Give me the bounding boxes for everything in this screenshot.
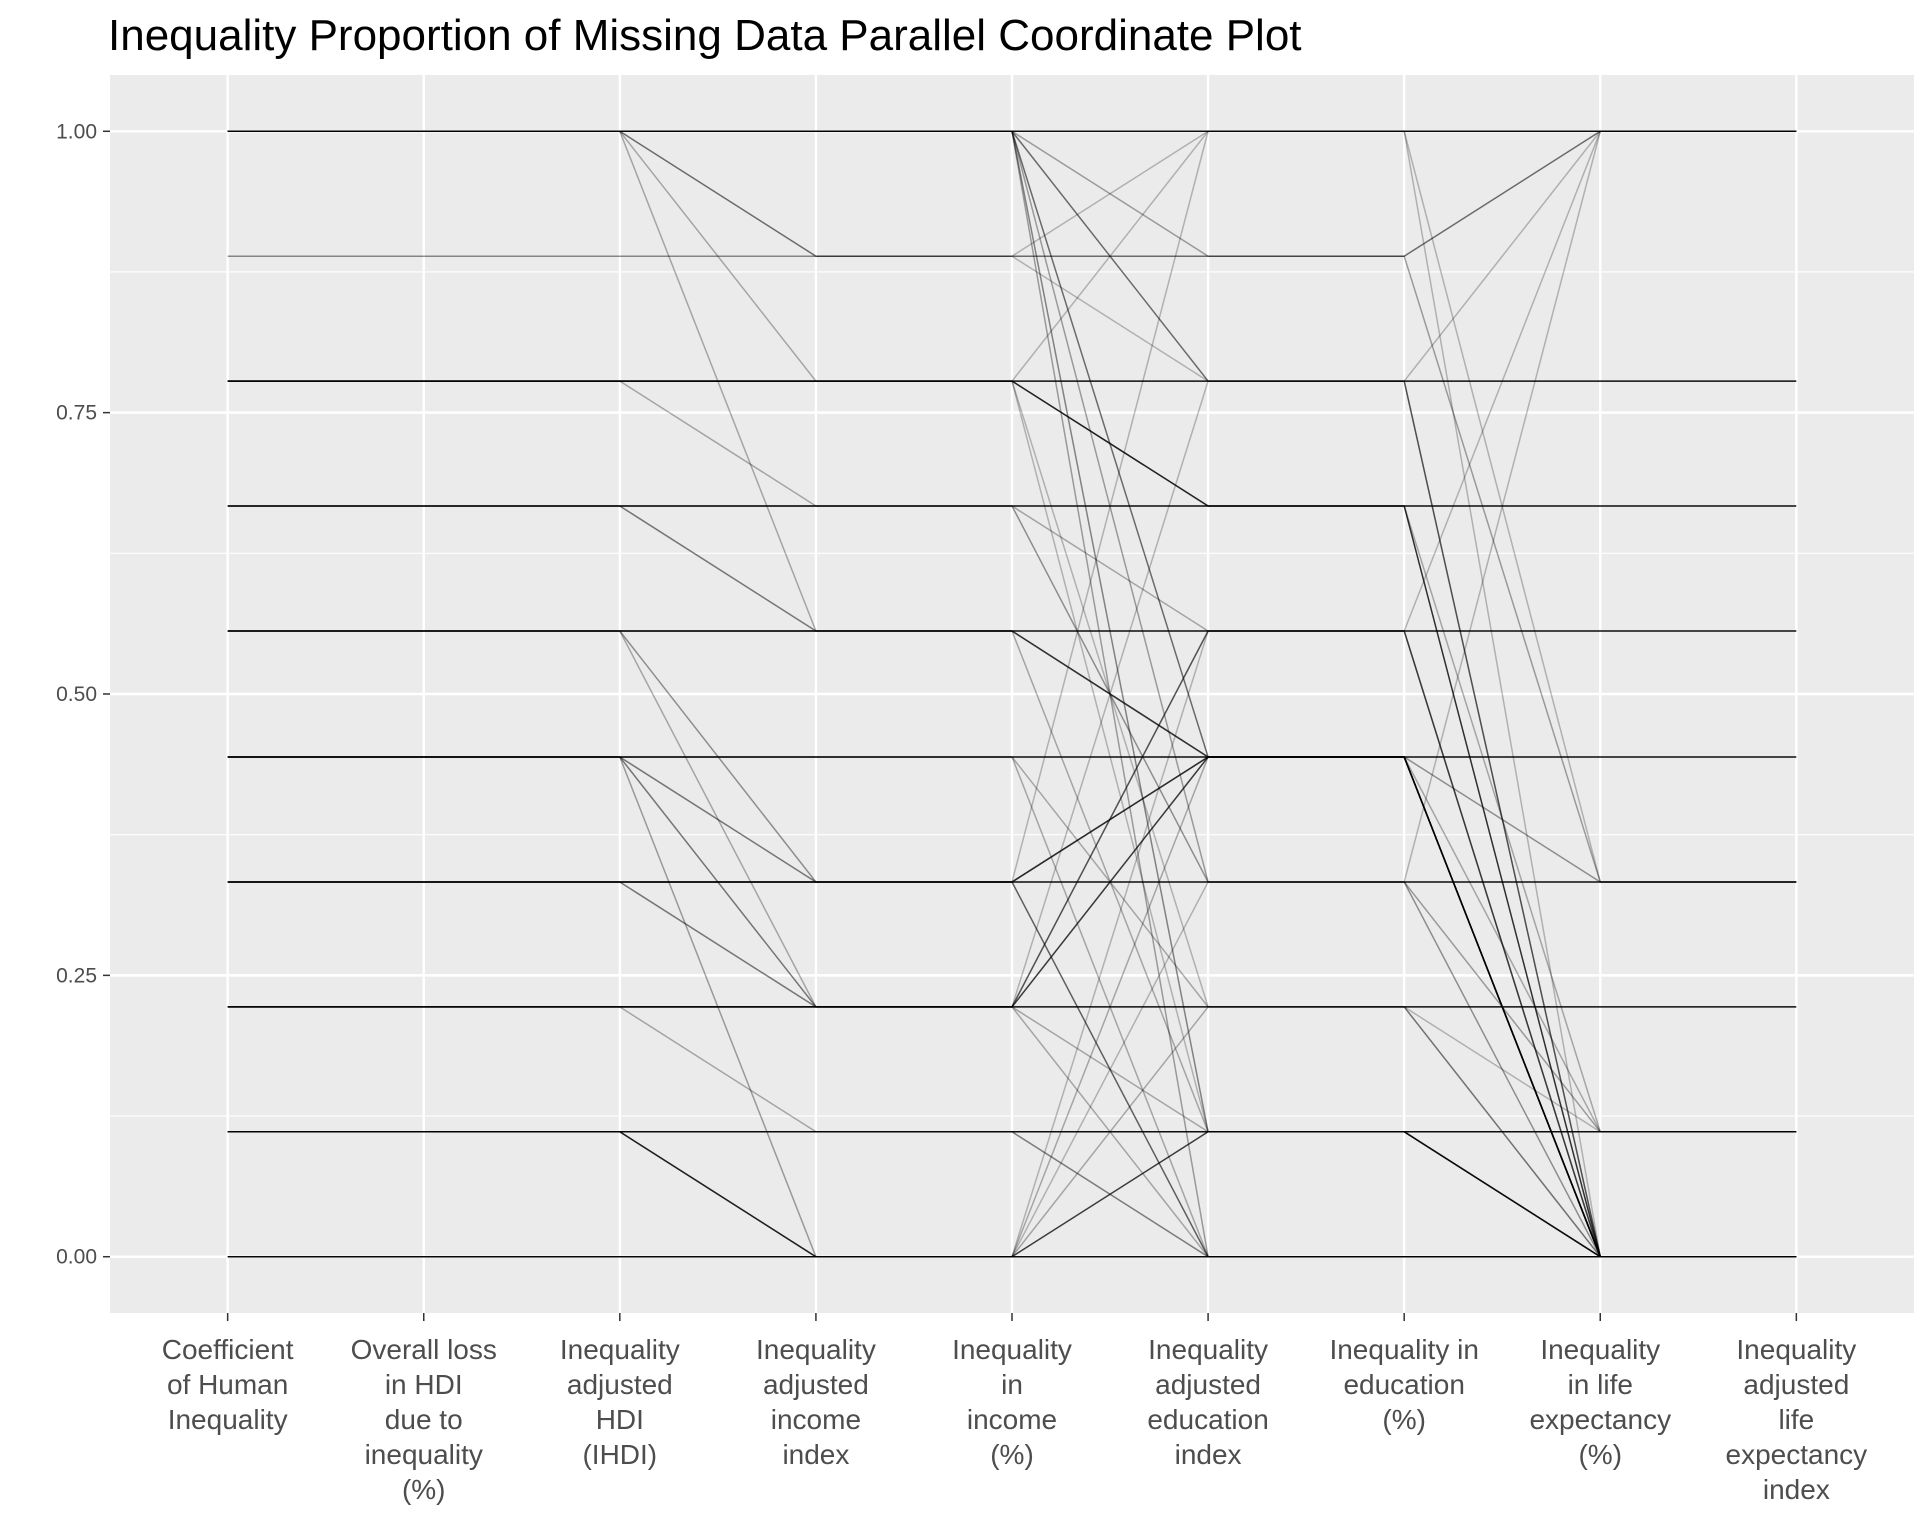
y-axis: 0.00 0.25 0.50 0.75 1.00 (56, 120, 110, 1269)
x-tick-label: Inequality in education (%) (1329, 1334, 1478, 1435)
x-tick-label: Inequality adjusted life expectancy index (1726, 1334, 1868, 1505)
x-tick-label: Inequality adjusted education index (1147, 1334, 1268, 1470)
x-tick-label: Overall loss in HDI due to inequality (%) (351, 1334, 497, 1505)
series-line-51 (227, 756, 1797, 1258)
chart-title: Inequality Proportion of Missing Data Pa… (108, 11, 1302, 60)
x-tick-label: Inequality adjusted income index (756, 1334, 876, 1470)
series-line-40 (227, 756, 1797, 1258)
y-tick-label: 0.50 (56, 683, 97, 706)
y-tick-label: 0.75 (56, 402, 97, 425)
x-tick-label: Inequality adjusted HDI (IHDI) (560, 1334, 680, 1470)
y-tick-label: 0.25 (56, 964, 97, 987)
x-tick-label: Inequality in income (%) (952, 1334, 1072, 1470)
x-axis: Coefficient of Human Inequality Overall los… (162, 1313, 1867, 1505)
series-line-37 (227, 130, 1797, 883)
y-tick-label: 1.00 (56, 120, 97, 143)
x-tick-label: Coefficient of Human Inequality (162, 1334, 294, 1435)
series-line-10 (227, 130, 1797, 883)
series-line-32 (227, 756, 1797, 1258)
series-line-12 (227, 255, 1797, 1258)
series-line-16 (227, 130, 1797, 883)
series-line-50 (227, 130, 1797, 1258)
y-tick-label: 0.00 (56, 1246, 97, 1269)
series-line-25 (227, 630, 1797, 883)
series-lines (227, 130, 1797, 1258)
x-tick-label: Inequality in life expectancy (%) (1529, 1334, 1671, 1470)
series-line-43 (227, 130, 1797, 1008)
